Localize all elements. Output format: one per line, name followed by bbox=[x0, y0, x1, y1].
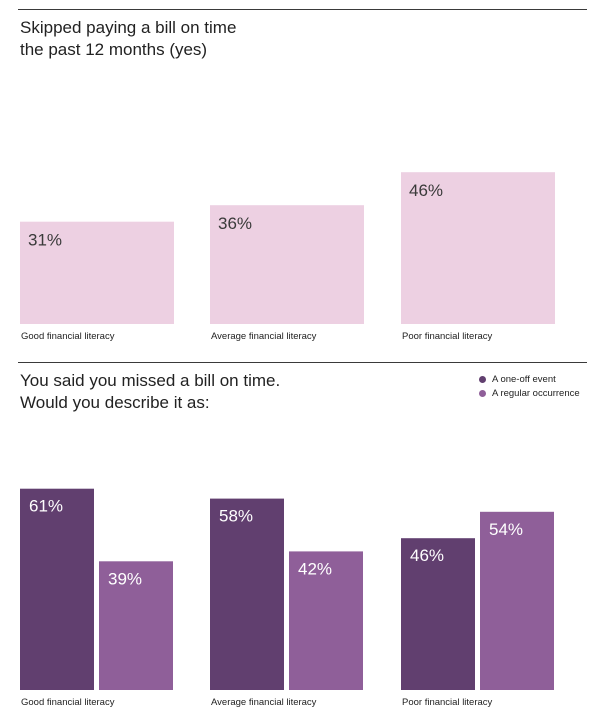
legend-swatch-one-off bbox=[479, 375, 486, 383]
category-label-chart1-2: Poor financial literacy bbox=[402, 331, 493, 342]
bar-regular-2 bbox=[480, 511, 554, 690]
bar-label-one-off-0: 61% bbox=[29, 497, 63, 516]
bar-label-regular-0: 39% bbox=[108, 569, 142, 588]
bar-label-regular-1: 42% bbox=[298, 559, 332, 578]
bar-one-off-0 bbox=[20, 488, 94, 690]
chart2-title-line2: Would you describe it as: bbox=[20, 393, 210, 412]
bar-skipped-0 bbox=[20, 221, 174, 324]
chart1-title-line1: Skipped paying a bill on time bbox=[20, 18, 237, 37]
bar-one-off-1 bbox=[210, 498, 284, 690]
category-label-chart1-1: Average financial literacy bbox=[211, 331, 317, 342]
legend-label-regular: A regular occurrence bbox=[492, 387, 580, 399]
legend-item-one-off: A one-off event bbox=[479, 372, 580, 386]
legend-label-one-off: A one-off event bbox=[492, 373, 556, 385]
chart1-plot: 31% Good financial literacy 36% Average fin… bbox=[20, 172, 555, 342]
category-label-chart2-2: Poor financial literacy bbox=[402, 697, 493, 708]
legend-item-regular: A regular occurrence bbox=[479, 386, 580, 400]
bar-label-skipped-0: 31% bbox=[28, 231, 62, 250]
chart1-title-line2: the past 12 months (yes) bbox=[20, 40, 208, 59]
legend-swatch-regular bbox=[479, 389, 486, 397]
category-label-chart2-1: Average financial literacy bbox=[211, 697, 317, 708]
middle-rule bbox=[18, 362, 587, 363]
bar-skipped-2 bbox=[401, 172, 555, 324]
chart2-legend: A one-off event A regular occurrence bbox=[479, 372, 580, 400]
bar-regular-0 bbox=[99, 561, 173, 690]
bar-regular-1 bbox=[289, 551, 363, 690]
chart1-title: Skipped paying a bill on time the past 1… bbox=[20, 17, 236, 61]
bar-label-regular-2: 54% bbox=[489, 520, 523, 539]
bar-skipped-1 bbox=[210, 205, 364, 324]
category-label-chart1-0: Good financial literacy bbox=[21, 331, 115, 342]
bar-label-one-off-1: 58% bbox=[219, 507, 253, 526]
chart2-title-line1: You said you missed a bill on time. bbox=[20, 371, 281, 390]
bar-label-skipped-2: 46% bbox=[409, 181, 443, 200]
chart2-title: You said you missed a bill on time. Woul… bbox=[20, 370, 280, 414]
top-rule bbox=[18, 9, 587, 10]
bar-one-off-2 bbox=[401, 538, 475, 690]
bar-label-one-off-2: 46% bbox=[410, 546, 444, 565]
bar-label-skipped-1: 36% bbox=[218, 214, 252, 233]
category-label-chart2-0: Good financial literacy bbox=[21, 697, 115, 708]
